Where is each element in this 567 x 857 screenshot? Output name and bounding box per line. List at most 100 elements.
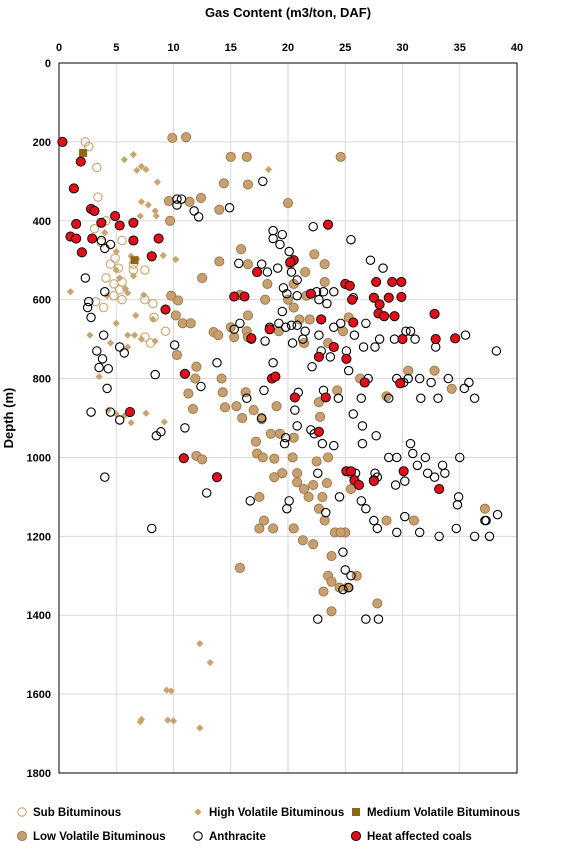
point-low-volatile-bituminous <box>292 477 303 488</box>
point-anthracite <box>84 296 94 307</box>
point-anthracite <box>371 430 381 441</box>
point-sub-bituminous <box>98 302 109 313</box>
point-anthracite <box>292 421 302 431</box>
point-anthracite <box>307 361 317 372</box>
point-anthracite <box>80 273 91 283</box>
point-heat-affected-coals <box>389 311 400 322</box>
point-sub-bituminous <box>92 162 102 173</box>
point-low-volatile-bituminous <box>213 330 224 341</box>
point-anthracite <box>451 523 462 534</box>
point-low-volatile-bituminous <box>241 151 252 162</box>
point-anthracite <box>389 334 400 344</box>
point-heat-affected-coals <box>395 378 406 389</box>
point-anthracite <box>284 496 294 506</box>
point-heat-affected-coals <box>252 267 263 278</box>
point-anthracite <box>356 496 367 506</box>
point-anthracite <box>256 413 267 423</box>
point-heat-affected-coals <box>96 217 107 228</box>
point-anthracite <box>313 614 323 624</box>
point-anthracite <box>349 330 360 340</box>
point-anthracite <box>268 233 278 244</box>
point-high-volatile-bituminous <box>112 247 120 256</box>
point-low-volatile-bituminous <box>381 515 392 526</box>
point-heat-affected-coals <box>396 276 407 287</box>
point-anthracite <box>172 200 182 210</box>
point-low-volatile-bituminous <box>254 523 265 534</box>
point-anthracite <box>105 407 116 417</box>
point-anthracite <box>298 334 308 344</box>
point-high-volatile-bituminous <box>142 409 150 417</box>
point-anthracite <box>150 369 160 380</box>
legend-label-high-volatile-bituminous: High Volatile Bituminous <box>209 807 344 819</box>
point-anthracite <box>259 385 269 396</box>
point-high-volatile-bituminous <box>160 418 168 426</box>
point-low-volatile-bituminous <box>287 452 298 463</box>
point-heat-affected-coals <box>114 220 125 231</box>
point-high-volatile-bituminous <box>129 150 138 159</box>
x-axis-title: Gas Content (m3/ton, DAF) <box>205 5 371 20</box>
point-anthracite <box>321 507 331 518</box>
y-axis-title: Depth (m) <box>1 388 16 449</box>
point-high-volatile-bituminous <box>104 406 112 414</box>
point-anthracite <box>400 511 410 522</box>
point-low-volatile-bituminous <box>197 454 208 465</box>
legend-marker-high-volatile-bituminous <box>194 808 202 816</box>
point-anthracite <box>172 194 182 204</box>
point-heat-affected-coals <box>429 308 440 319</box>
point-high-volatile-bituminous <box>172 255 180 264</box>
point-high-volatile-bituminous <box>159 251 167 260</box>
point-heat-affected-coals <box>289 392 300 403</box>
x-tick-label: 0 <box>56 42 62 54</box>
point-anthracite <box>390 480 401 490</box>
point-anthracite <box>280 322 291 333</box>
point-anthracite <box>408 448 418 459</box>
point-anthracite <box>392 527 402 538</box>
point-heat-affected-coals <box>110 210 121 222</box>
point-high-volatile-bituminous <box>206 658 214 667</box>
point-anthracite <box>82 302 93 313</box>
point-high-volatile-bituminous <box>106 339 115 347</box>
point-anthracite <box>94 362 104 373</box>
point-heat-affected-coals <box>450 333 461 344</box>
point-sub-bituminous <box>140 265 150 275</box>
point-heat-affected-coals <box>57 136 68 147</box>
point-low-volatile-bituminous <box>269 453 280 464</box>
point-low-volatile-bituminous <box>268 523 279 534</box>
point-anthracite <box>429 472 440 482</box>
point-anthracite <box>317 438 328 449</box>
x-tick-label: 20 <box>282 42 294 54</box>
point-high-volatile-bituminous <box>127 419 135 427</box>
point-low-volatile-bituminous <box>277 468 288 479</box>
point-anthracite <box>426 377 436 388</box>
point-low-volatile-bituminous <box>242 259 253 270</box>
point-high-volatile-bituminous <box>152 212 160 220</box>
point-anthracite <box>189 206 199 216</box>
point-low-volatile-bituminous <box>166 290 177 301</box>
point-low-volatile-bituminous <box>315 411 326 422</box>
point-high-volatile-bituminous <box>101 229 109 237</box>
point-heat-affected-coals <box>328 341 339 353</box>
point-low-volatile-bituminous <box>323 452 334 463</box>
point-anthracite <box>86 312 96 323</box>
point-low-volatile-bituminous <box>311 456 322 467</box>
point-low-volatile-bituminous <box>309 249 320 260</box>
point-heat-affected-coals <box>348 317 359 328</box>
point-anthracite <box>102 383 112 394</box>
point-anthracite <box>314 330 324 340</box>
point-high-volatile-bituminous <box>136 212 144 220</box>
point-anthracite <box>169 340 180 350</box>
legend-label-low-volatile-bituminous: Low Volatile Bituminous <box>33 831 166 843</box>
point-anthracite <box>422 468 433 478</box>
point-anthracite <box>335 318 346 329</box>
point-heat-affected-coals <box>320 392 331 403</box>
point-high-volatile-bituminous <box>66 288 75 296</box>
point-anthracite <box>100 287 110 297</box>
point-low-volatile-bituminous <box>308 480 319 491</box>
point-anthracite <box>277 229 288 240</box>
point-low-volatile-bituminous <box>304 314 315 325</box>
point-anthracite <box>361 503 371 514</box>
point-anthracite <box>412 460 423 471</box>
point-anthracite <box>308 221 318 232</box>
point-low-volatile-bituminous <box>288 302 299 313</box>
point-heat-affected-coals <box>396 291 407 302</box>
